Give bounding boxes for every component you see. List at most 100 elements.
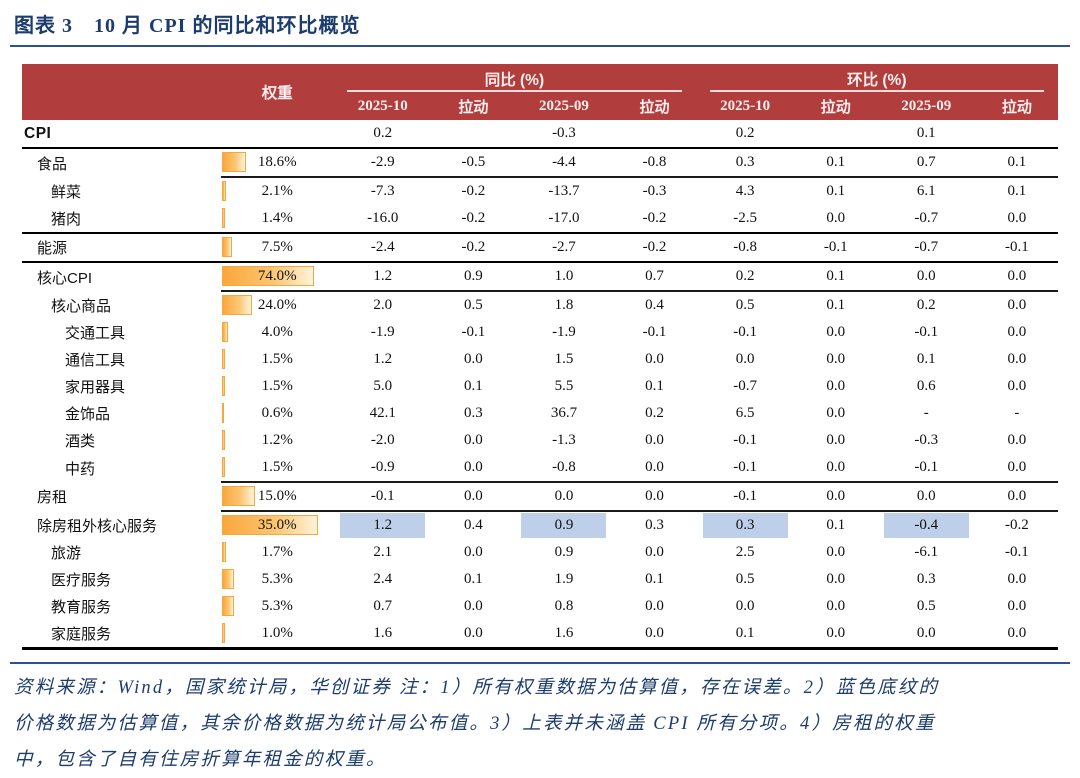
cell-mom-2025-09: 0.3	[916, 571, 936, 587]
cell-yoy-pull-2025-09: 0.7	[613, 262, 696, 292]
weight-value: 1.5%	[261, 351, 293, 367]
cell-mom-2025-09: -0.1	[876, 454, 976, 483]
cell-yoy-pull-2025-09: 0.1	[645, 378, 664, 394]
table-row: 金饰品 0.6% 42.1 0.3 36.7 0.2 6.5 0.0 - -	[22, 400, 1058, 427]
cell-yoy-2025-09: -13.7	[548, 183, 580, 199]
cell-mom-2025-09: 0.0	[876, 482, 976, 512]
cell-mom-2025-10: -0.1	[733, 432, 757, 448]
weight-value: 24.0%	[257, 297, 297, 313]
cell-mom-pull-2025-09: 0.0	[1007, 432, 1027, 448]
cell-mom-2025-09: 0.1	[916, 351, 936, 367]
cell-yoy-pull-2025-10: -0.5	[432, 148, 515, 178]
table-row: 通信工具 1.5% 1.2 0.0 1.5 0.0 0.0 0.0 0.1 0.0	[22, 346, 1058, 373]
cell-yoy-2025-10: 2.1	[373, 544, 393, 560]
table-row: 核心商品 24.0% 2.0 0.5 1.8 0.4 0.5 0.1 0.2 0.0	[22, 291, 1058, 319]
table-row: 房租 15.0% -0.1 0.0 0.0 0.0 -0.1 0.0 0.0 0.0	[22, 482, 1058, 512]
table-row: 酒类 1.2% -2.0 0.0 -1.3 0.0 -0.1 0.0 -0.3 0.0	[22, 427, 1058, 454]
row-label: 金饰品	[65, 406, 111, 423]
weight-value: 5.3%	[261, 571, 293, 587]
row-label: 房租	[37, 489, 68, 506]
cell-mom-pull-2025-10: 0.0	[794, 620, 877, 650]
cell-yoy-2025-10: -2.9	[333, 148, 433, 178]
cell-yoy-2025-09: 1.9	[554, 571, 574, 587]
table-row: 食品 18.6% -2.9 -0.5 -4.4 -0.8 0.3 0.1 0.7 0.1	[22, 148, 1058, 178]
cell-yoy-pull-2025-09: -0.2	[613, 233, 696, 263]
weight-bar	[222, 596, 235, 616]
weight-bar	[222, 403, 225, 423]
cell-yoy-2025-09: -1.9	[552, 324, 576, 340]
cell-mom-pull-2025-09	[975, 120, 1058, 149]
cell-yoy-pull-2025-09: 0.4	[645, 297, 664, 313]
cell-yoy-2025-09: 0.9	[554, 544, 574, 560]
weight-value: 35.0%	[257, 517, 297, 533]
weight-bar	[222, 569, 235, 589]
header-row-sub: 2025-10 拉动 2025-09 拉动 2025-10 拉动 2025-09…	[22, 93, 1058, 120]
cell-mom-pull-2025-10: 0.0	[826, 405, 846, 421]
cell-mom-pull-2025-09: 0.0	[975, 482, 1058, 512]
weight-cell: 2.1%	[221, 177, 333, 205]
weight-cell: 15.0%	[221, 482, 334, 512]
mom-group-header: 环比 (%)	[695, 64, 1058, 93]
cell-mom-2025-10: 0.1	[695, 620, 795, 650]
cell-mom-2025-10: 2.5	[735, 544, 755, 560]
cell-yoy-pull-2025-09: -0.1	[642, 324, 667, 340]
cell-yoy-2025-10: 2.4	[373, 571, 393, 587]
table-row: 能源 7.5% -2.4 -0.2 -2.7 -0.2 -0.8 -0.1 -0.7 -0.1	[22, 233, 1058, 263]
weight-value: 1.0%	[261, 625, 293, 641]
cell-yoy-pull-2025-10: -0.2	[461, 183, 486, 199]
row-label: 家庭服务	[22, 620, 222, 650]
weight-bar	[222, 515, 319, 535]
cell-mom-pull-2025-10: -0.1	[794, 233, 877, 263]
cell-yoy-2025-09: 1.8	[554, 297, 574, 313]
cell-yoy-2025-09: -0.8	[514, 454, 614, 483]
cell-mom-pull-2025-10: 0.1	[826, 297, 846, 313]
row-label: 旅游	[51, 545, 82, 562]
row-label: 医疗服务	[51, 572, 112, 589]
cell-yoy-2025-10: 1.2	[333, 511, 432, 539]
cell-mom-2025-10: -2.5	[695, 205, 795, 234]
cell-yoy-pull-2025-09	[613, 120, 696, 149]
weight-cell: 1.2%	[221, 427, 333, 454]
row-label: 猪肉	[22, 205, 222, 234]
cell-mom-pull-2025-09: 0.0	[975, 454, 1058, 483]
cell-mom-2025-10: -0.8	[695, 233, 795, 263]
cell-mom-pull-2025-09: -	[1014, 405, 1020, 421]
row-label: CPI	[22, 120, 222, 149]
cell-yoy-pull-2025-09: 0.0	[613, 454, 696, 483]
table-header: 权重 同比 (%) 环比 (%) 2025-10 拉动 2025-09 拉动 2…	[22, 64, 1058, 120]
row-label: 酒类	[65, 433, 96, 450]
cell-mom-2025-09: 0.1	[876, 120, 976, 149]
weight-value: 18.6%	[257, 154, 297, 170]
cell-yoy-pull-2025-10: 0.1	[464, 378, 483, 394]
source-note: 资料来源：Wind，国家统计局，华创证券 注：1）所有权重数据为估算值，存在误差…	[10, 662, 1070, 778]
cell-yoy-pull-2025-09: 0.0	[645, 544, 664, 560]
cell-mom-2025-09: 0.7	[876, 148, 976, 178]
col-header-mom-pull-09: 拉动	[975, 93, 1058, 120]
table-row: 猪肉 1.4% -16.0 -0.2 -17.0 -0.2 -2.5 0.0 -0.7 0.0	[22, 205, 1058, 234]
cell-mom-2025-10: 0.2	[695, 120, 795, 149]
weight-value: 0.6%	[261, 405, 293, 421]
col-header-yoy-2025-09: 2025-09	[514, 93, 614, 120]
cell-mom-2025-09: 0.5	[916, 598, 936, 614]
cell-mom-pull-2025-09: 0.0	[1007, 598, 1027, 614]
table-row: CPI 0.2 -0.3 0.2 0.1	[22, 120, 1058, 149]
cell-yoy-pull-2025-09: -0.8	[613, 148, 696, 178]
cell-yoy-2025-10: 0.2	[333, 120, 433, 149]
cell-mom-pull-2025-09: 0.1	[1007, 183, 1027, 199]
weight-cell: 74.0%	[221, 262, 334, 292]
cell-yoy-pull-2025-09: 0.0	[613, 620, 696, 650]
cell-mom-pull-2025-09: -0.1	[1005, 544, 1029, 560]
corner-header	[22, 64, 222, 120]
title-rule	[10, 45, 1070, 47]
weight-value: 1.5%	[261, 459, 293, 475]
row-label: 鲜菜	[51, 183, 82, 201]
cell-mom-2025-09: 0.2	[916, 297, 936, 313]
source-note-line: 中，包含了自有住房折算年租金的权重。	[14, 750, 387, 770]
cell-yoy-pull-2025-10: 0.9	[432, 262, 515, 292]
cell-yoy-pull-2025-10: 0.4	[464, 517, 483, 533]
cell-mom-2025-09: 0.0	[876, 262, 976, 292]
cell-yoy-2025-10: 1.2	[373, 351, 393, 367]
cell-yoy-2025-09: -0.3	[514, 120, 614, 149]
cell-yoy-2025-09: 1.5	[554, 351, 574, 367]
cell-mom-pull-2025-10: 0.0	[826, 378, 846, 394]
